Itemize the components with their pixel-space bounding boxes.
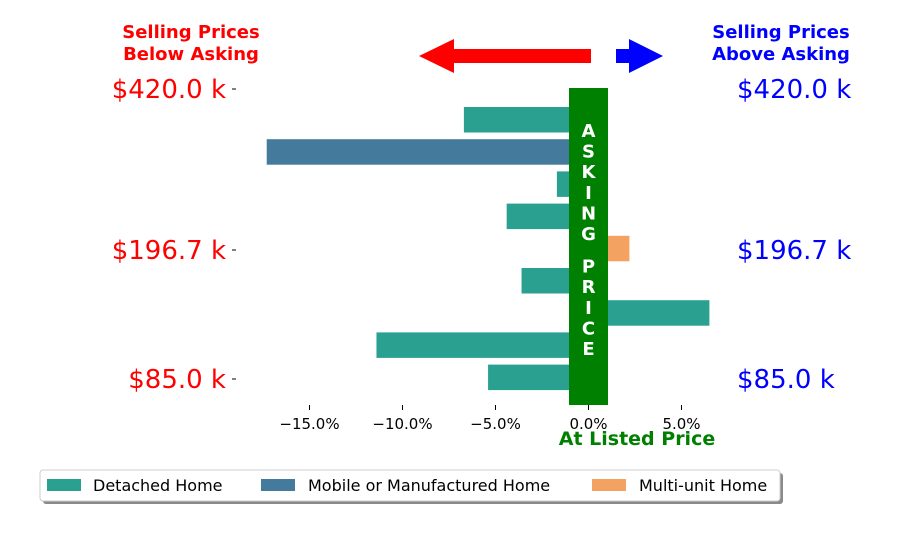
asking-price-letter: S	[582, 142, 595, 163]
below-asking-title-line2: Below Asking	[123, 44, 259, 65]
y-label-left-top: $420.0 k	[112, 75, 226, 105]
asking-price-band	[569, 88, 608, 405]
legend-label-multi-unit: Multi-unit Home	[639, 476, 767, 495]
asking-price-letter: C	[582, 318, 595, 339]
x-tick-label: −15.0%	[279, 415, 339, 433]
above-asking-title-line1: Selling Prices	[712, 22, 849, 43]
legend-box	[39, 469, 781, 502]
y-label-right-top: $420.0 k	[737, 75, 851, 105]
bar-7	[588, 300, 710, 326]
x-tick-label: −5.0%	[470, 415, 521, 433]
y-label-right-bottom: $85.0 k	[737, 365, 835, 395]
below-asking-title-line1: Selling Prices	[122, 22, 259, 43]
asking-price-letter: G	[581, 224, 596, 245]
legend-swatch-detached	[47, 479, 81, 491]
asking-price-letter: K	[582, 162, 597, 183]
y-label-left-bottom: $85.0 k	[128, 365, 226, 395]
x-tick-label: 5.0%	[662, 415, 700, 433]
bar-2	[266, 139, 589, 165]
asking-price-letter: I	[585, 183, 592, 204]
above-asking-arrow-icon	[616, 39, 663, 73]
asking-price-letter: E	[582, 339, 594, 360]
asking-price-letter: A	[582, 121, 596, 142]
legend-label-detached: Detached Home	[93, 476, 223, 495]
legend-label-mobile: Mobile or Manufactured Home	[308, 476, 550, 495]
x-tick-label: 0.0%	[569, 415, 607, 433]
asking-price-letter: N	[581, 203, 596, 224]
x-axis: −15.0% −10.0% −5.0% 0.0% 5.0%	[279, 405, 701, 433]
bar-1	[463, 107, 589, 133]
bars-group	[266, 107, 710, 391]
asking-price-letter: R	[582, 277, 596, 298]
below-asking-arrow-icon	[419, 39, 591, 73]
legend-swatch-mobile	[261, 479, 295, 491]
asking-price-letter: I	[585, 298, 592, 319]
above-asking-title-line2: Above Asking	[712, 44, 850, 65]
at-listed-price-label: At Listed Price	[559, 428, 715, 450]
y-label-left-mid: $196.7 k	[112, 236, 226, 266]
x-tick-label: −10.0%	[372, 415, 432, 433]
legend-swatch-multi-unit	[592, 479, 626, 491]
bar-8	[376, 332, 589, 358]
asking-price-letter: P	[582, 257, 595, 278]
y-label-right-mid: $196.7 k	[737, 236, 851, 266]
